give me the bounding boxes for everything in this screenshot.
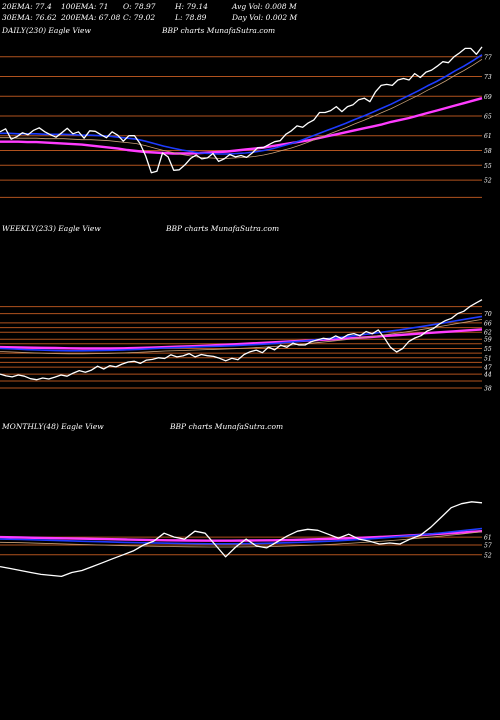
daily-tick-label-6: 55 <box>484 163 492 170</box>
weekly-tick-label-4: 55 <box>484 346 492 353</box>
daily-ema-fast-line <box>0 54 483 155</box>
daily-tick-label-4: 61 <box>484 133 492 140</box>
monthly-tick-label-0: 61 <box>484 535 492 542</box>
weekly-tick-label-2: 62 <box>484 330 492 337</box>
weekly-panel-title: WEEKLY(233) Eagle View <box>2 224 101 233</box>
stat-200ema: 200EMA: 67.08 <box>61 13 121 22</box>
weekly-ema-mid-line <box>0 319 483 355</box>
weekly-panel-source: BBP charts MunafaSutra.com <box>166 224 280 233</box>
daily-ema-slow-line <box>0 97 483 155</box>
stat-close: C: 79.02 <box>123 13 156 22</box>
weekly-tick-label-1: 66 <box>484 320 492 327</box>
daily-panel-source: BBP charts MunafaSutra.com <box>162 26 276 35</box>
indicator-stats: 20EMA: 77.4 100EMA: 71 O: 78.97 H: 79.14… <box>2 1 498 23</box>
weekly-tick-label-3: 59 <box>484 337 492 344</box>
weekly-tick-label-8: 38 <box>484 386 492 393</box>
daily-ema-mid-line <box>0 58 483 159</box>
daily-panel-title: DAILY(230) Eagle View <box>2 26 91 35</box>
weekly-price-line <box>0 299 483 381</box>
stat-low: L: 78.89 <box>175 13 207 22</box>
daily-tick-label-5: 58 <box>484 148 492 155</box>
daily-tick-label-7: 52 <box>484 178 492 185</box>
monthly-panel-title: MONTHLY(48) Eagle View <box>2 422 104 431</box>
daily-price-line <box>0 46 483 174</box>
monthly-tick-label-2: 52 <box>484 552 492 559</box>
weekly-tick-label-6: 47 <box>483 365 492 372</box>
monthly-ema-mid-line <box>0 531 483 548</box>
stat-30ema: 30EMA: 76.62 <box>2 13 57 22</box>
weekly-ema-slow-line <box>0 328 483 350</box>
stat-day-vol: Day Vol: 0.002 M <box>232 13 298 22</box>
weekly-tick-label-0: 70 <box>484 311 492 318</box>
stats-row-2: 30EMA: 76.62 200EMA: 67.08 C: 79.02 L: 7… <box>2 12 498 23</box>
weekly-tick-label-7: 44 <box>483 372 492 379</box>
monthly-price-line <box>0 501 483 578</box>
daily-chart: 77 73 69 65 61 58 55 52 <box>0 46 492 198</box>
weekly-tick-label-5: 51 <box>484 355 492 362</box>
stat-high: H: 79.14 <box>175 2 208 11</box>
monthly-tick-label-1: 57 <box>484 543 492 550</box>
stat-100ema: 100EMA: 71 <box>61 2 109 11</box>
daily-tick-label-1: 73 <box>484 74 492 81</box>
daily-tick-label-3: 65 <box>484 114 492 121</box>
weekly-ema-fast-line <box>0 315 483 352</box>
monthly-panel-source: BBP charts MunafaSutra.com <box>170 422 284 431</box>
stat-open: O: 78.97 <box>123 2 156 11</box>
stat-20ema: 20EMA: 77.4 <box>2 2 52 11</box>
stats-row-1: 20EMA: 77.4 100EMA: 71 O: 78.97 H: 79.14… <box>2 1 498 12</box>
stat-avg-vol: Avg Vol: 0.008 M <box>232 2 297 11</box>
daily-tick-label-0: 77 <box>484 54 492 61</box>
daily-tick-label-2: 69 <box>484 94 492 101</box>
